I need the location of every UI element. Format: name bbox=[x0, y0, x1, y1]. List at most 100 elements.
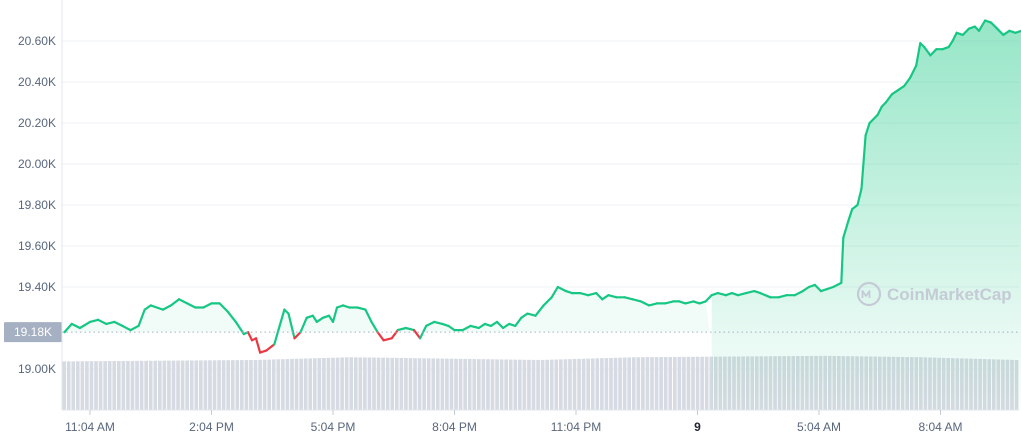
volume-bar bbox=[385, 357, 390, 410]
volume-bar bbox=[98, 361, 103, 410]
volume-bar bbox=[495, 359, 499, 410]
x-tick-label: 11:04 AM bbox=[65, 420, 115, 434]
volume-bar bbox=[563, 359, 568, 410]
volume-bar bbox=[577, 358, 581, 410]
price-line-segment bbox=[356, 306, 367, 311]
price-line-segment bbox=[370, 320, 379, 334]
price-line-segment bbox=[684, 300, 695, 305]
volume-bar bbox=[299, 358, 303, 410]
volume-bar bbox=[349, 357, 354, 410]
reference-line: 19.18K bbox=[4, 322, 1019, 343]
volume-bar bbox=[303, 358, 308, 410]
y-axis: 19.00K 19.40K 19.60K 19.80K 20.00K 20.20K 20.4… bbox=[18, 0, 63, 410]
volume-bar bbox=[112, 361, 117, 410]
price-line-segment bbox=[311, 314, 318, 323]
price-line-segment bbox=[273, 308, 286, 346]
volume-bar bbox=[107, 361, 112, 410]
price-line-segment bbox=[246, 331, 254, 342]
volume-bar bbox=[413, 358, 417, 410]
price-line-segment bbox=[951, 31, 958, 43]
price-line-segment bbox=[412, 329, 422, 340]
volume-bar bbox=[344, 357, 349, 410]
price-line-segment bbox=[1002, 29, 1011, 37]
volume-bar bbox=[709, 356, 714, 410]
price-area bbox=[64, 20, 1021, 410]
price-line-segment bbox=[396, 326, 407, 332]
volume-bar bbox=[609, 357, 613, 410]
price-line-segment bbox=[704, 294, 713, 303]
volume-bar bbox=[363, 357, 367, 410]
volume-bar bbox=[317, 358, 322, 410]
watermark-text: CoinMarketCap bbox=[887, 285, 1012, 304]
volume-bar bbox=[276, 359, 281, 410]
volume-bar bbox=[540, 359, 545, 410]
volume-bar bbox=[71, 361, 76, 410]
grid-lines bbox=[62, 40, 1019, 370]
volume-bar bbox=[194, 360, 199, 410]
price-line-segment bbox=[623, 296, 634, 301]
price-line-segment bbox=[218, 302, 229, 313]
volume-bar bbox=[358, 357, 363, 410]
volume-bar bbox=[431, 358, 436, 410]
y-tick-label: 19.60K bbox=[18, 239, 56, 253]
volume-bar bbox=[490, 359, 495, 410]
volume-bar bbox=[663, 357, 668, 410]
y-tick-label: 19.00K bbox=[18, 362, 56, 376]
volume-bar bbox=[513, 359, 518, 410]
volume-bar bbox=[700, 356, 704, 410]
volume-bar bbox=[294, 358, 299, 410]
x-tick-label: 8:04 PM bbox=[432, 420, 477, 434]
volume-bar bbox=[66, 361, 71, 410]
price-line-segment bbox=[884, 93, 894, 104]
volume-bar bbox=[631, 357, 636, 410]
x-tick-label: 2:04 PM bbox=[189, 420, 234, 434]
price-line-segment bbox=[876, 105, 883, 116]
volume-bar bbox=[581, 358, 586, 410]
volume-bar bbox=[467, 358, 472, 410]
price-line-segment bbox=[847, 208, 854, 223]
price-line-segment bbox=[961, 27, 971, 37]
volume-bar bbox=[559, 359, 563, 410]
volume-bar bbox=[312, 358, 317, 410]
price-line-segment bbox=[716, 292, 728, 297]
volume-bar bbox=[659, 357, 663, 410]
volume-bar bbox=[636, 357, 641, 410]
volume-bar bbox=[148, 360, 153, 410]
volume-bar bbox=[435, 358, 440, 410]
volume-bar bbox=[262, 359, 267, 410]
volume-bar bbox=[522, 359, 527, 410]
price-line bbox=[63, 19, 1021, 354]
volume-bar bbox=[217, 360, 221, 410]
price-line-segment bbox=[202, 302, 213, 309]
coinmarketcap-logo-icon bbox=[856, 281, 882, 307]
x-tick-label: 8:04 AM bbox=[918, 420, 962, 434]
volume-bar bbox=[121, 360, 126, 410]
volume-bar bbox=[394, 357, 399, 410]
volume-bar bbox=[230, 360, 235, 410]
price-line-segment bbox=[832, 281, 843, 289]
price-line-segment bbox=[989, 21, 999, 30]
volume-bar bbox=[422, 358, 426, 410]
price-line-segment bbox=[404, 326, 416, 332]
volume-bar bbox=[267, 359, 272, 410]
volume-bar bbox=[458, 358, 463, 410]
volume-bar bbox=[89, 361, 94, 410]
price-line-segment bbox=[143, 304, 152, 311]
price-line-segment bbox=[433, 320, 444, 325]
price-line-segment bbox=[382, 337, 393, 342]
volume-bar bbox=[404, 358, 408, 410]
volume-bar bbox=[604, 358, 609, 410]
volume-bar bbox=[682, 356, 686, 410]
volume-bar bbox=[353, 357, 358, 410]
price-line-segment bbox=[293, 331, 302, 340]
volume-bar bbox=[290, 358, 294, 410]
volume-bar bbox=[62, 361, 66, 410]
volume-bar bbox=[271, 359, 276, 410]
price-line-segment bbox=[129, 324, 140, 332]
volume-bar bbox=[285, 359, 290, 410]
volume-bar bbox=[600, 358, 604, 410]
price-line-segment bbox=[840, 236, 845, 284]
volume-bar bbox=[440, 358, 445, 410]
price-line-segment bbox=[896, 84, 906, 92]
volume-bar bbox=[199, 360, 203, 410]
